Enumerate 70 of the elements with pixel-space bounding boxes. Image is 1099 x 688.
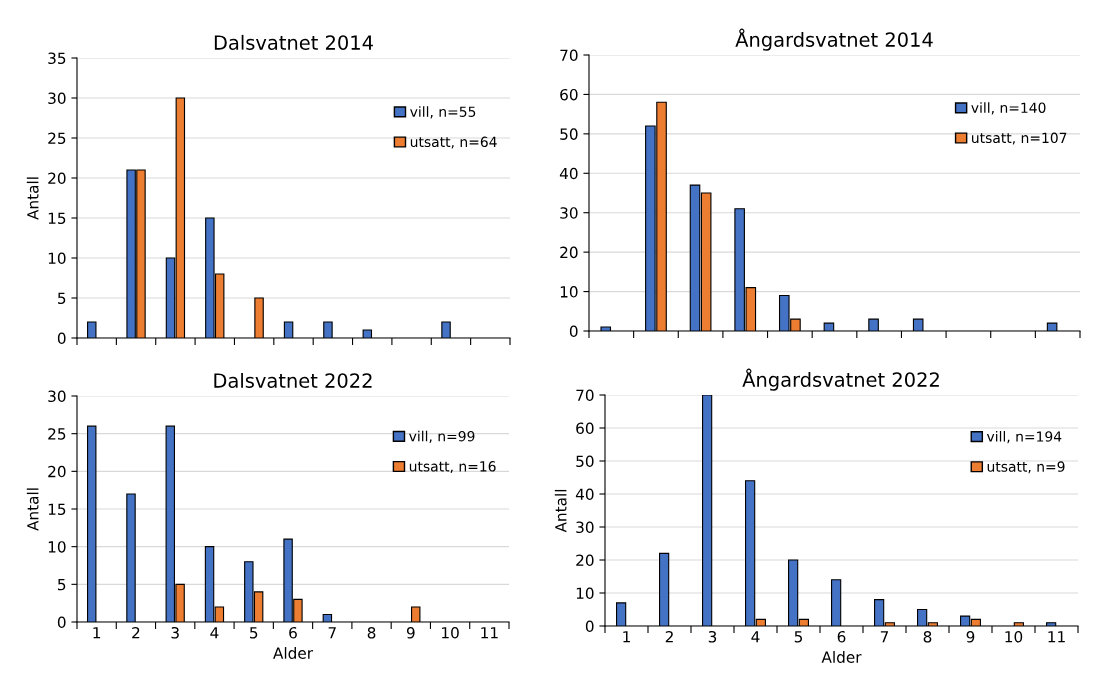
y-tick-label: 20 — [560, 246, 578, 259]
x-tick-label: 1 — [623, 631, 630, 643]
x-axis-title: Alder — [273, 647, 314, 659]
legend-label: utsatt, n=16 — [409, 461, 496, 473]
y-tick-label: 15 — [48, 212, 66, 225]
x-tick-label: 3 — [708, 630, 717, 643]
chart-title: Ångardsvatnet 2022 — [742, 368, 939, 391]
x-tick-label: 4 — [751, 631, 760, 643]
x-tick-label: 7 — [880, 631, 889, 643]
x-tick-label: 3 — [171, 626, 179, 639]
y-tick-label: 50 — [576, 455, 594, 468]
x-tick-label: 8 — [367, 626, 376, 639]
y-tick-label: 5 — [58, 579, 66, 591]
y-tick-label: 70 — [576, 389, 594, 402]
y-tick-label: 30 — [560, 207, 578, 219]
y-tick-label: 35 — [48, 52, 66, 65]
y-tick-label: 25 — [48, 132, 66, 145]
legend-label: utsatt, n=107 — [972, 132, 1067, 145]
x-axis-title: Alder — [821, 651, 862, 663]
y-tick-label: 0 — [57, 616, 66, 629]
x-tick-label: 10 — [1005, 630, 1023, 643]
legend-label: vill, n=194 — [986, 430, 1062, 444]
legend-label: vill, n=55 — [410, 106, 476, 119]
x-tick-label: 2 — [132, 626, 140, 639]
y-tick-label: 20 — [576, 554, 594, 567]
x-tick-label: 1 — [93, 627, 101, 639]
x-tick-label: 2 — [665, 630, 673, 643]
y-tick-label: 25 — [48, 428, 66, 440]
y-tick-label: 40 — [559, 167, 578, 180]
legend-label: vill, n=99 — [409, 430, 475, 443]
y-axis-title: Antall — [26, 488, 39, 531]
y-tick-label: 30 — [48, 92, 66, 105]
x-tick-label: 5 — [794, 631, 803, 643]
y-tick-label: 50 — [560, 128, 578, 140]
y-tick-label: 10 — [576, 587, 594, 600]
x-tick-label: 10 — [442, 626, 459, 639]
x-tick-label: 9 — [966, 630, 975, 643]
chart-title: Dalsvatnet 2022 — [214, 372, 372, 388]
legend-label: vill, n=140 — [971, 102, 1046, 115]
y-tick-label: 0 — [569, 325, 578, 338]
y-tick-label: 40 — [575, 488, 594, 501]
y-tick-label: 10 — [48, 252, 66, 265]
legend-label: utsatt, n=9 — [987, 461, 1065, 474]
x-tick-label: 11 — [481, 627, 498, 639]
x-tick-label: 4 — [210, 627, 219, 639]
y-tick-label: 15 — [48, 503, 66, 516]
x-tick-label: 5 — [250, 627, 258, 639]
y-tick-label: 20 — [48, 465, 66, 478]
y-tick-label: 70 — [560, 49, 578, 62]
y-tick-label: 20 — [48, 172, 66, 185]
y-tick-label: 10 — [560, 286, 578, 298]
y-tick-label: 5 — [58, 292, 66, 305]
y-tick-label: 10 — [48, 541, 66, 553]
y-tick-label: 60 — [576, 422, 594, 435]
y-tick-label: 30 — [576, 521, 594, 534]
x-tick-label: 8 — [923, 630, 932, 643]
y-tick-label: 30 — [48, 390, 66, 403]
y-axis-title: Antall — [554, 489, 567, 533]
x-tick-label: 6 — [289, 626, 297, 639]
y-tick-label: 0 — [585, 620, 594, 633]
y-axis-title: Antall — [26, 177, 39, 220]
x-tick-label: 6 — [837, 630, 846, 643]
x-tick-label: 11 — [1048, 631, 1065, 643]
legend-label: utsatt, n=64 — [410, 136, 497, 149]
x-tick-label: 9 — [406, 626, 415, 639]
chart-title: Dalsvatnet 2014 — [214, 34, 373, 50]
chart-title: Ångardsvatnet 2014 — [735, 28, 933, 51]
x-tick-label: 7 — [328, 627, 336, 639]
y-tick-label: 0 — [57, 332, 66, 345]
y-tick-label: 60 — [560, 88, 578, 101]
